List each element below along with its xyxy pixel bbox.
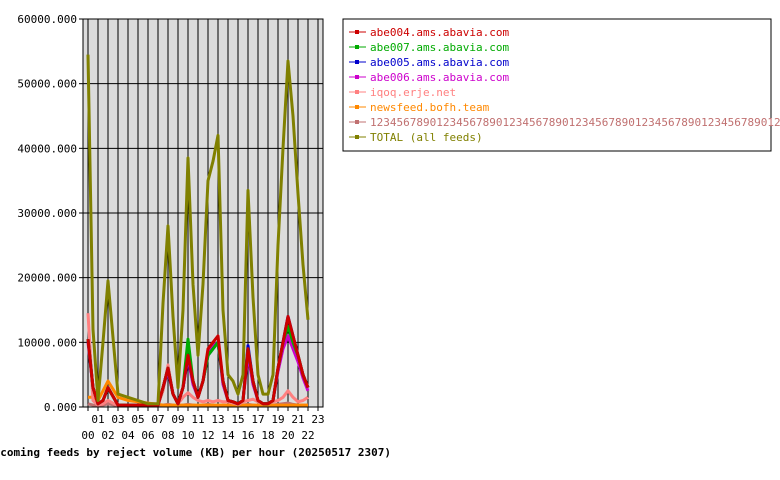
- x-tick-label: 04: [121, 429, 135, 442]
- legend-label: newsfeed.bofh.team: [370, 101, 490, 114]
- legend-label: iqoq.erje.net: [370, 86, 456, 99]
- chart-title: Incoming feeds by reject volume (KB) per…: [0, 446, 391, 459]
- legend-label: abe007.ams.abavia.com: [370, 41, 509, 54]
- y-tick-label: 20000.000: [17, 272, 77, 285]
- legend: abe004.ams.abavia.com abe007.ams.abavia.c…: [342, 18, 780, 152]
- legend-swatch-marker: [355, 75, 359, 79]
- y-tick-label: 30000.000: [17, 207, 77, 220]
- x-tick-label: 20: [281, 429, 294, 442]
- x-tick-label: 15: [231, 413, 244, 426]
- y-tick-label: 50000.000: [17, 78, 77, 91]
- grid-lines: [83, 18, 323, 408]
- y-tick-label: 60000.000: [17, 13, 77, 26]
- x-tick-label: 12: [201, 429, 214, 442]
- y-axis-ticks: 0.000 10000.000 20000.000 30000.000 40000.00…: [17, 13, 83, 414]
- x-tick-label: 09: [171, 413, 184, 426]
- legend-box: [342, 18, 772, 152]
- x-tick-label: 21: [291, 413, 304, 426]
- series-lines: [86, 54, 310, 408]
- x-tick-label: 17: [251, 413, 264, 426]
- legend-label: abe006.ams.abavia.com: [370, 71, 509, 84]
- y-tick-label: 40000.000: [17, 142, 77, 155]
- x-axis-ticks: 01 03 05 07 09 11 13 15 17 19 21 23 00 02 04 06 08 10 12 14…: [81, 407, 325, 442]
- x-tick-label: 23: [311, 413, 324, 426]
- x-tick-label: 00: [81, 429, 94, 442]
- legend-swatch-marker: [355, 120, 359, 124]
- x-tick-label: 05: [131, 413, 144, 426]
- x-tick-label: 16: [241, 429, 254, 442]
- legend-label: 1234567890123456789012345678901234567890…: [370, 116, 780, 129]
- legend-label: abe005.ams.abavia.com: [370, 56, 509, 69]
- y-tick-label: 10000.000: [17, 336, 77, 349]
- x-tick-label: 22: [301, 429, 314, 442]
- series-line: [86, 54, 310, 406]
- x-tick-label: 07: [151, 413, 164, 426]
- x-tick-label: 18: [261, 429, 274, 442]
- legend-label: abe004.ams.abavia.com: [370, 26, 509, 39]
- x-tick-label: 11: [191, 413, 204, 426]
- legend-swatch-marker: [355, 105, 359, 109]
- series-line: [88, 379, 308, 407]
- x-tick-label: 13: [211, 413, 224, 426]
- x-tick-label: 06: [141, 429, 154, 442]
- x-tick-label: 01: [91, 413, 104, 426]
- legend-label: TOTAL (all feeds): [370, 131, 483, 144]
- legend-swatch-marker: [355, 45, 359, 49]
- legend-swatch-marker: [355, 90, 359, 94]
- x-tick-label: 10: [181, 429, 194, 442]
- legend-swatch-marker: [355, 30, 359, 34]
- x-tick-label: 03: [111, 413, 124, 426]
- series-line: [86, 315, 310, 407]
- y-tick-label: 0.000: [44, 401, 77, 414]
- x-tick-label: 19: [271, 413, 284, 426]
- legend-swatch-marker: [355, 60, 359, 64]
- x-tick-label: 08: [161, 429, 174, 442]
- x-tick-label: 02: [101, 429, 114, 442]
- legend-swatch-marker: [355, 135, 359, 139]
- x-tick-label: 14: [221, 429, 235, 442]
